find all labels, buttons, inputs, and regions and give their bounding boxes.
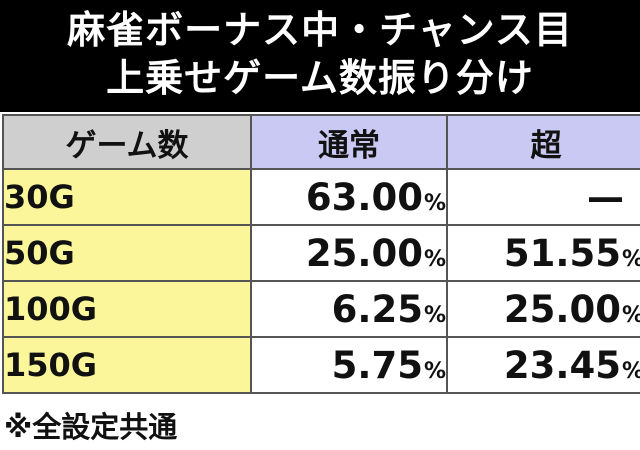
super-rate-value: 23.45	[503, 343, 621, 387]
header-normal: 通常	[250, 114, 448, 170]
normal-rate-unit: %	[423, 246, 446, 272]
normal-rate-cell: 5.75%	[250, 336, 448, 394]
normal-rate-cell: 6.25%	[250, 280, 448, 338]
normal-rate-value: 5.75	[331, 343, 423, 387]
super-rate-dash: —	[587, 175, 624, 219]
super-rate-cell: 51.55%	[446, 224, 640, 282]
super-rate-value: 25.00	[503, 287, 621, 331]
header-games: ゲーム数	[2, 114, 252, 170]
super-rate-unit: %	[622, 359, 640, 384]
normal-rate-unit: %	[423, 358, 446, 384]
super-rate-cell: 23.45%	[446, 336, 640, 394]
normal-rate-cell: 25.00%	[250, 224, 448, 282]
title-banner: 麻雀ボーナス中・チャンス目 上乗せゲーム数振り分け	[0, 0, 640, 112]
normal-rate-value: 63.00	[305, 175, 423, 219]
super-rate-cell: —	[446, 168, 640, 226]
games-cell: 150G	[2, 336, 252, 394]
footnote: ※全設定共通	[4, 410, 178, 444]
table-row: 30G 63.00% —	[2, 168, 640, 226]
table-header-row: ゲーム数 通常 超	[2, 114, 640, 170]
title-line-1: 麻雀ボーナス中・チャンス目	[67, 8, 573, 52]
games-cell: 30G	[2, 168, 252, 226]
super-rate-value: 51.55	[503, 231, 621, 275]
table-row: 150G 5.75% 23.45%	[2, 336, 640, 394]
normal-rate-value: 6.25	[331, 287, 423, 331]
super-rate-unit: %	[622, 247, 640, 272]
normal-rate-cell: 63.00%	[250, 168, 448, 226]
super-rate-cell: 25.00%	[446, 280, 640, 338]
games-cell: 100G	[2, 280, 252, 338]
table-row: 100G 6.25% 25.00%	[2, 280, 640, 338]
normal-rate-unit: %	[423, 302, 446, 328]
super-rate-unit: %	[622, 303, 640, 328]
header-super: 超	[446, 114, 640, 170]
title-line-2: 上乗せゲーム数振り分け	[106, 56, 534, 100]
normal-rate-value: 25.00	[305, 231, 423, 275]
games-cell: 50G	[2, 224, 252, 282]
normal-rate-unit: %	[423, 190, 446, 216]
distribution-table: ゲーム数 通常 超 30G 63.00% — 50G 25.00% 51.55%…	[2, 114, 640, 394]
table-row: 50G 25.00% 51.55%	[2, 224, 640, 282]
